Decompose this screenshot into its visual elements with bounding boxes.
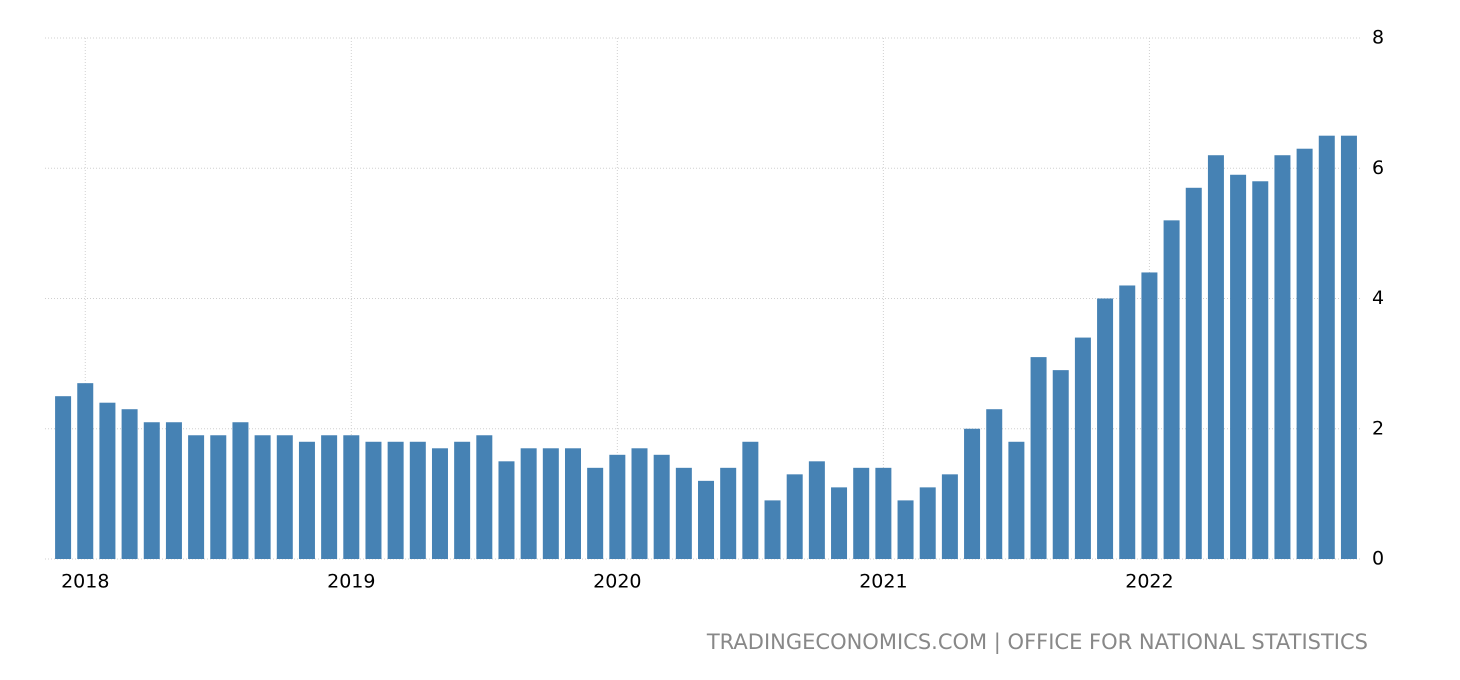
bar — [1318, 135, 1335, 559]
bar — [276, 435, 293, 559]
y-tick-label: 8 — [1372, 27, 1384, 49]
x-tick-label: 2022 — [1125, 571, 1173, 593]
bar — [1340, 135, 1357, 559]
bar — [698, 480, 715, 559]
bar — [919, 487, 936, 559]
x-tick-label: 2019 — [327, 571, 375, 593]
bar — [254, 435, 271, 559]
bar — [1252, 181, 1269, 559]
bar — [808, 461, 825, 559]
bar — [720, 467, 737, 559]
bar — [831, 487, 848, 559]
bar — [165, 422, 182, 559]
y-tick-label: 0 — [1372, 548, 1384, 570]
bar — [742, 441, 759, 559]
y-tick-label: 4 — [1372, 287, 1384, 309]
bar — [1296, 148, 1313, 559]
bar — [1008, 441, 1025, 559]
bar — [1207, 155, 1224, 559]
x-tick-label: 2018 — [61, 571, 109, 593]
y-tick-label: 2 — [1372, 417, 1384, 439]
bar — [188, 435, 205, 559]
bar — [764, 500, 781, 559]
bar — [986, 409, 1003, 559]
bar — [941, 474, 958, 559]
bar — [542, 448, 559, 559]
y-tick-label: 6 — [1372, 157, 1384, 179]
bar — [476, 435, 493, 559]
bar — [121, 409, 138, 559]
bar — [1185, 187, 1202, 559]
bar — [232, 422, 249, 559]
x-tick-label: 2020 — [593, 571, 641, 593]
bar — [520, 448, 537, 559]
bar — [653, 454, 670, 559]
bar — [409, 441, 426, 559]
bar — [321, 435, 338, 559]
bar — [1052, 370, 1069, 559]
bar — [786, 474, 803, 559]
bar — [897, 500, 914, 559]
bar — [143, 422, 160, 559]
bar — [1230, 174, 1247, 559]
bar — [631, 448, 648, 559]
bar — [343, 435, 360, 559]
bar — [609, 454, 626, 559]
bar — [853, 467, 870, 559]
bar — [365, 441, 382, 559]
x-tick-label: 2021 — [859, 571, 907, 593]
bar — [498, 461, 515, 559]
bar — [964, 428, 981, 559]
bar — [99, 402, 116, 559]
bar — [431, 448, 448, 559]
bar — [298, 441, 315, 559]
bar — [1119, 285, 1136, 559]
bar — [55, 396, 72, 559]
bar — [387, 441, 404, 559]
bar — [587, 467, 604, 559]
bar — [210, 435, 227, 559]
bar — [77, 383, 94, 559]
bar — [1074, 337, 1091, 559]
bar — [1141, 272, 1158, 559]
bar — [1163, 220, 1180, 559]
bar — [454, 441, 471, 559]
source: TRADINGECONOMICS.COM | OFFICE FOR NATION… — [706, 630, 1368, 655]
bar — [675, 467, 692, 559]
bar — [1097, 298, 1114, 559]
bar — [1030, 357, 1047, 559]
bar — [875, 467, 892, 559]
bar — [564, 448, 581, 559]
bar — [1274, 155, 1291, 559]
